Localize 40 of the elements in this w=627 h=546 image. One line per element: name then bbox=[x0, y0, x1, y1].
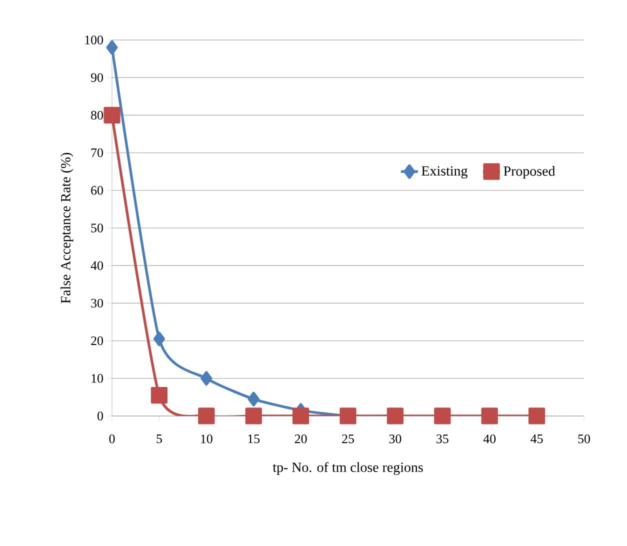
point bbox=[106, 40, 118, 55]
y-tick-label: 0 bbox=[98, 412, 103, 420]
y-tick-label: 60 bbox=[91, 186, 103, 195]
x-axis-title: tp- No. of tm close regions bbox=[272, 462, 423, 475]
point bbox=[386, 408, 404, 424]
x-tick-label: 50 bbox=[578, 434, 590, 444]
y-tick-label: 100 bbox=[85, 36, 103, 44]
point bbox=[340, 408, 356, 424]
y-axis-title: False Acceptance Rate (%) bbox=[60, 152, 74, 304]
point bbox=[153, 332, 166, 346]
y-tick-label: 50 bbox=[91, 224, 103, 232]
x-tick-label: 25 bbox=[342, 434, 354, 444]
y-tick-label: 70 bbox=[91, 148, 103, 158]
x-tick-label: 20 bbox=[294, 434, 307, 444]
x-tick-label: 10 bbox=[201, 434, 212, 444]
x-tick-label: 40 bbox=[483, 434, 496, 444]
x-tick-label: 5 bbox=[156, 434, 162, 444]
point bbox=[198, 408, 215, 424]
y-tick-label: 90 bbox=[90, 73, 103, 82]
point bbox=[292, 408, 310, 424]
y-tick-label: 40 bbox=[90, 261, 103, 270]
legend-label: Existing bbox=[422, 166, 468, 178]
point bbox=[434, 408, 451, 424]
y-tick-label: 20 bbox=[91, 336, 103, 346]
x-tick-label: 45 bbox=[530, 434, 543, 444]
point bbox=[248, 392, 260, 406]
x-tick-label: 15 bbox=[248, 434, 260, 444]
point bbox=[200, 371, 212, 386]
point bbox=[104, 106, 120, 124]
y-tick-label: 80 bbox=[91, 110, 103, 120]
point bbox=[481, 408, 498, 424]
point bbox=[528, 408, 546, 424]
x-tick-label: 30 bbox=[389, 434, 402, 444]
point bbox=[150, 387, 168, 404]
y-tick-label: 30 bbox=[91, 298, 103, 308]
x-tick-label: 0 bbox=[109, 434, 115, 444]
point bbox=[245, 408, 262, 424]
y-tick-label: 10 bbox=[92, 374, 103, 383]
x-tick-label: 35 bbox=[436, 434, 448, 444]
legend-label: Proposed bbox=[504, 166, 556, 179]
